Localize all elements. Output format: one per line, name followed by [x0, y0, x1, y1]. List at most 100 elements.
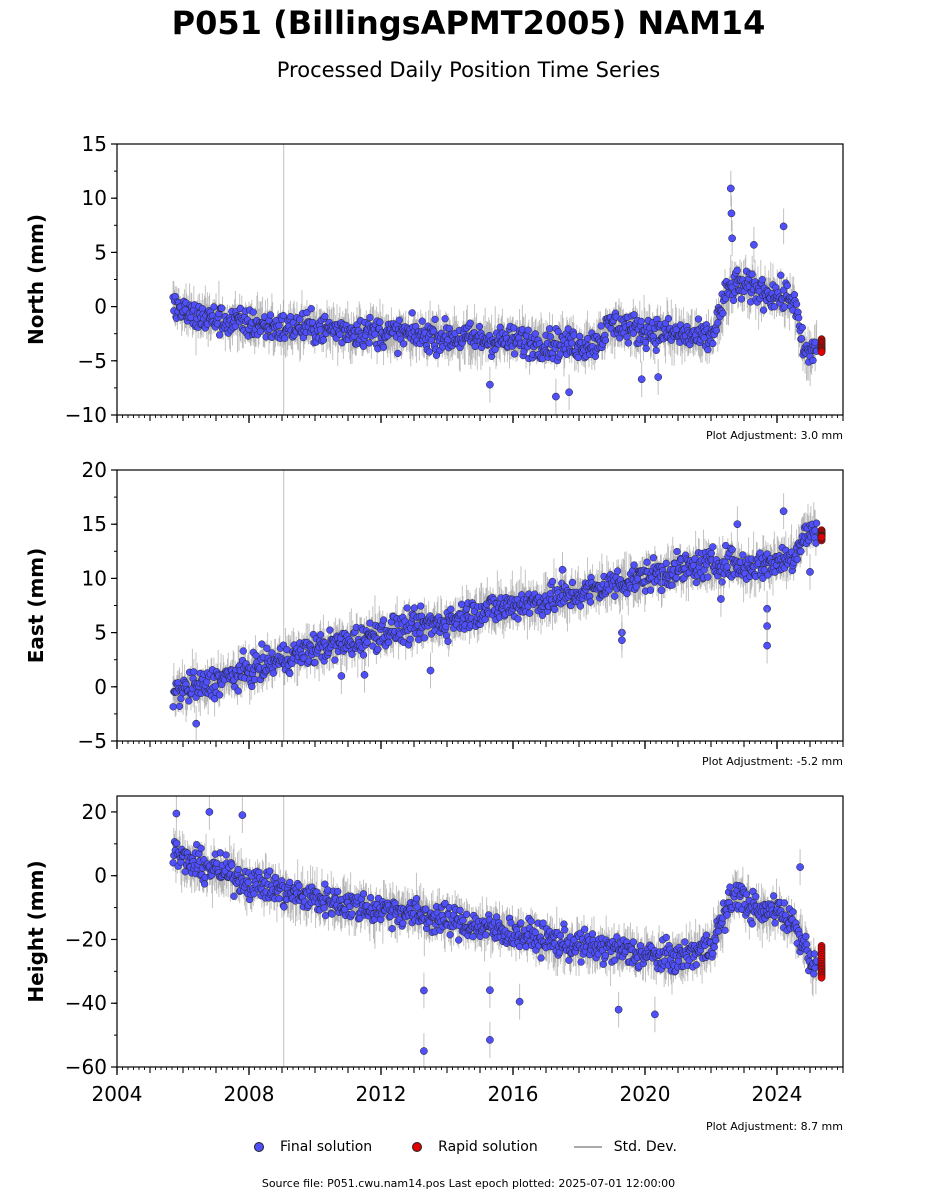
final-solution-point	[524, 326, 532, 334]
final-solution-point	[739, 551, 747, 559]
final-solution-point	[777, 271, 785, 279]
final-solution-point	[531, 330, 539, 338]
final-solution-point	[729, 296, 738, 304]
north-outlier-points	[486, 170, 788, 415]
final-solution-point	[811, 338, 819, 346]
final-solution-point	[215, 331, 224, 339]
height-plot-area	[169, 796, 826, 1067]
final-solution-point	[514, 615, 522, 623]
final-solution-point	[668, 581, 676, 589]
final-solution-point	[268, 649, 276, 657]
final-solution-point	[363, 638, 371, 646]
east-plot-adjustment: Plot Adjustment: -5.2 mm	[702, 755, 843, 768]
final-solution-point	[613, 567, 622, 575]
final-solution-point	[748, 270, 756, 278]
final-solution-point	[538, 611, 547, 619]
final-solution-point	[642, 344, 650, 353]
east-ytick-label: 15	[82, 512, 107, 536]
final-solution-point	[234, 687, 242, 695]
final-solution-point	[286, 669, 294, 678]
final-solution-point	[296, 315, 304, 323]
final-solution-point	[406, 635, 414, 643]
final-solution-point	[169, 859, 177, 867]
final-solution-point	[403, 604, 411, 612]
final-solution-point	[263, 644, 271, 652]
rapid-solution-point	[817, 533, 826, 542]
final-solution-point	[632, 583, 640, 591]
final-solution-point	[664, 314, 673, 323]
north-ytick-label: 10	[82, 186, 107, 210]
north-panel: −10 −5 0 5 10 15 North (mm) Plot Adjustment: 3.…	[24, 132, 844, 442]
final-solution-point	[568, 578, 577, 587]
final-solution-point	[266, 311, 275, 319]
final-solution-point	[546, 333, 554, 341]
final-solution-point	[466, 319, 474, 327]
final-solution-point	[432, 351, 441, 359]
final-solution-point	[576, 602, 585, 610]
final-solution-point	[376, 318, 384, 326]
final-solution-point	[210, 303, 218, 311]
page-title: P051 (BillingsAPMT2005) NAM14	[171, 4, 766, 42]
final-solution-point	[326, 626, 334, 634]
final-solution-point	[597, 322, 605, 330]
final-solution-point	[623, 589, 631, 598]
final-solution-point	[279, 311, 287, 320]
final-solution-point	[758, 276, 766, 284]
final-solution-point	[420, 634, 428, 642]
final-solution-point	[215, 691, 224, 699]
final-solution-point	[175, 702, 184, 711]
final-solution-point	[475, 322, 484, 331]
final-solution-point	[218, 304, 226, 312]
final-solution-point	[712, 326, 721, 335]
final-solution-point	[258, 640, 266, 648]
final-solution-point	[637, 317, 645, 326]
final-solution-point	[733, 266, 741, 274]
outlier-point	[750, 240, 758, 249]
outlier-point	[717, 595, 725, 603]
final-solution-point	[672, 574, 680, 582]
final-solution-point	[809, 356, 817, 365]
final-solution-point	[643, 558, 651, 566]
final-solution-point	[379, 616, 388, 624]
final-solution-point	[444, 637, 452, 645]
final-solution-point	[481, 615, 489, 624]
final-solution-point	[471, 342, 479, 351]
outlier-point	[806, 568, 814, 576]
final-solution-point	[662, 559, 670, 567]
outlier-point	[192, 719, 201, 728]
final-solution-point	[707, 549, 716, 557]
final-solution-point	[694, 315, 703, 323]
final-solution-point	[793, 555, 801, 563]
final-solution-point	[211, 682, 219, 690]
outlier-point	[779, 507, 788, 516]
final-solution-point	[554, 327, 562, 336]
final-solution-point	[795, 314, 803, 322]
outlier-point	[727, 209, 736, 218]
final-solution-point	[623, 333, 631, 341]
final-solution-point	[319, 336, 328, 344]
final-solution-point	[321, 312, 329, 321]
outlier-point	[733, 520, 742, 529]
final-solution-point	[441, 315, 449, 323]
final-solution-point	[248, 682, 256, 691]
final-solution-point	[425, 348, 434, 356]
final-solution-point	[311, 658, 319, 667]
outlier-point	[360, 671, 369, 679]
final-solution-point	[281, 334, 289, 342]
final-solution-point	[586, 598, 595, 606]
final-solution-point	[564, 325, 572, 333]
north-ylabel: North (mm)	[24, 214, 48, 345]
final-solution-point	[649, 554, 658, 562]
outlier-point	[618, 636, 626, 645]
outlier-point	[337, 672, 346, 680]
outlier-point	[728, 234, 736, 243]
final-solution-point	[770, 303, 779, 311]
final-solution-point	[173, 839, 181, 847]
outlier-point	[779, 222, 788, 231]
final-solution-point	[709, 339, 717, 348]
outlier-point	[558, 565, 567, 574]
final-solution-point	[365, 339, 373, 347]
final-solution-point	[673, 547, 681, 556]
final-solution-point	[704, 346, 712, 354]
final-solution-point	[431, 315, 439, 324]
